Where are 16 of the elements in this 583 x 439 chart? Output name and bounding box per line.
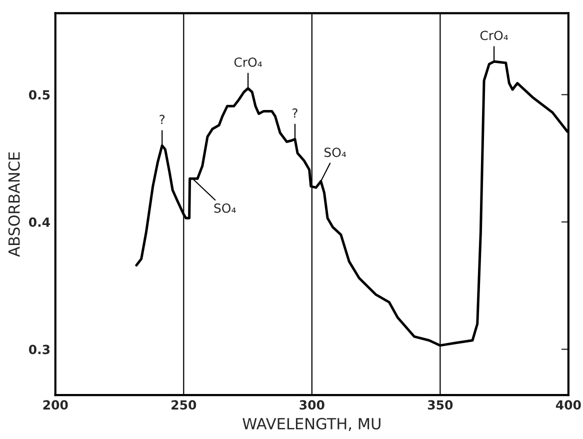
x-tick-label: 250 bbox=[172, 400, 196, 410]
annotation: SO₄ bbox=[324, 148, 346, 158]
annotation: CrO₄ bbox=[480, 30, 508, 40]
y-tick-label: 0.4 bbox=[28, 217, 50, 227]
x-tick-label: 400 bbox=[556, 400, 581, 410]
x-tick-label: 200 bbox=[43, 400, 68, 410]
y-tick-label: 0.3 bbox=[28, 344, 50, 354]
annotation: CrO₄ bbox=[234, 57, 262, 67]
x-tick-label: 350 bbox=[428, 400, 453, 410]
y-axis-title: ABSORBANCE bbox=[8, 152, 20, 257]
y-tick-label: 0.5 bbox=[28, 90, 50, 100]
x-axis-title: WAVELENGTH, MU bbox=[242, 418, 380, 431]
x-tick-label: 300 bbox=[300, 400, 324, 410]
annotation: ? bbox=[292, 108, 298, 118]
annotation: SO₄ bbox=[214, 203, 236, 213]
annotation: ? bbox=[160, 114, 165, 124]
